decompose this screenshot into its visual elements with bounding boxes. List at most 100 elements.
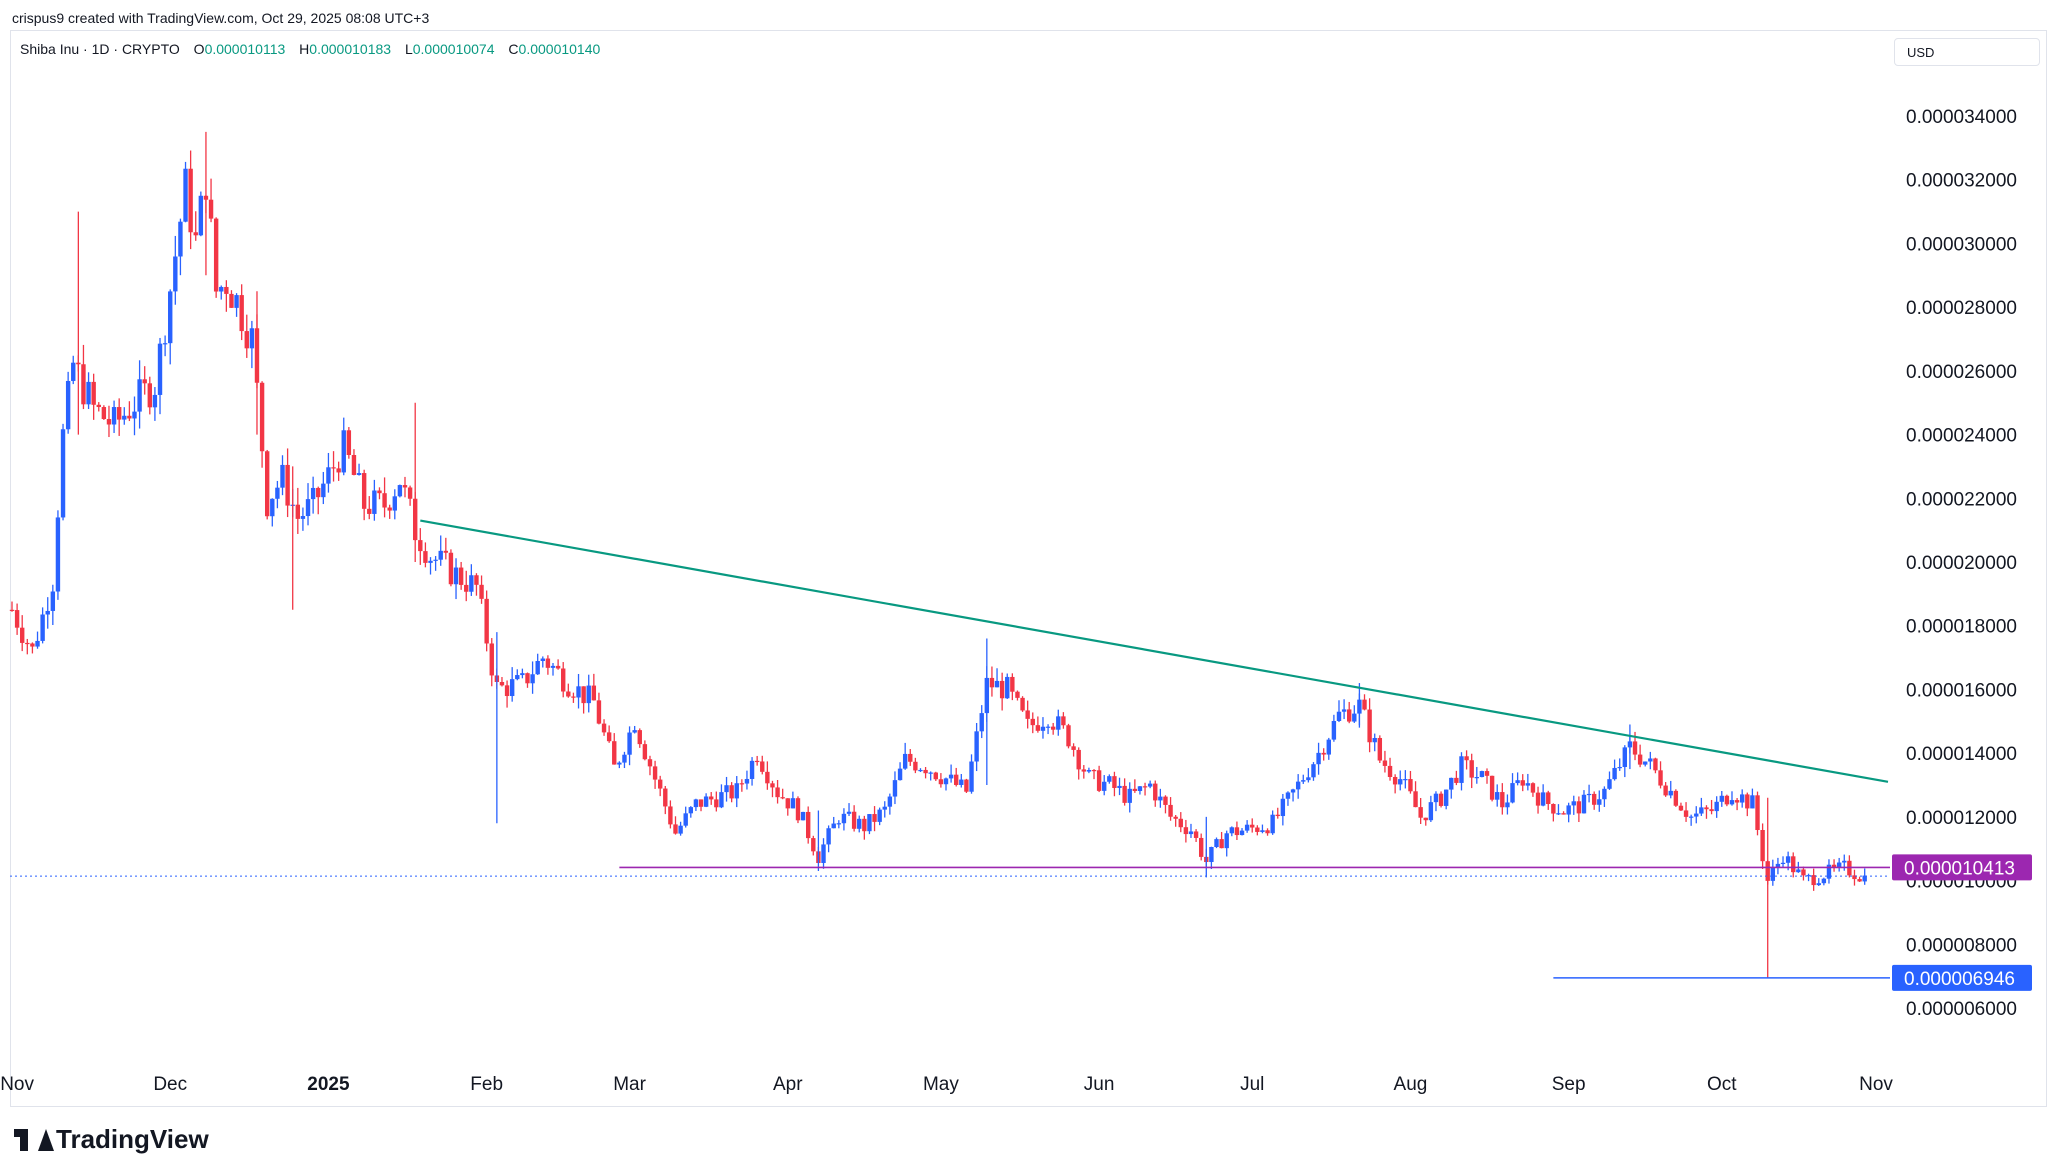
x-tick-label: Dec — [153, 1074, 187, 1095]
y-tick-label: 0.000014000 — [1906, 744, 2017, 765]
candle-body — [642, 744, 648, 760]
candle-body — [1459, 756, 1464, 783]
candle-body — [259, 382, 265, 452]
candle-body — [1091, 769, 1097, 772]
candle-body — [1326, 739, 1331, 755]
candle-body — [1801, 869, 1806, 876]
candle-body — [1709, 809, 1714, 812]
candle-body — [1050, 726, 1056, 730]
candle-body — [1331, 720, 1337, 740]
y-tick-label: 0.000024000 — [1906, 426, 2017, 447]
candle-body — [637, 730, 642, 745]
y-tick-label: 0.000020000 — [1906, 553, 2017, 574]
candle-body — [1484, 771, 1490, 776]
candle-body — [1076, 749, 1081, 770]
candle-body — [193, 232, 198, 236]
candle-body — [826, 828, 831, 845]
candle-body — [1643, 761, 1648, 765]
candle-body — [448, 552, 454, 585]
candle-body — [591, 685, 597, 701]
price-label-text: 0.000006946 — [1904, 969, 2015, 990]
candle-body — [458, 567, 464, 585]
candle-body — [1495, 792, 1500, 800]
price-label-badge — [1892, 964, 2032, 991]
candle-body — [1367, 709, 1372, 743]
x-tick-label: Mar — [613, 1074, 646, 1095]
descending-trendline[interactable] — [420, 519, 1889, 783]
candle-body — [1556, 813, 1561, 815]
candle-body — [1489, 775, 1495, 800]
symbol-label[interactable]: Shiba Inu · 1D · CRYPTO — [20, 41, 180, 57]
candle-body — [326, 467, 331, 484]
candle-body — [1525, 783, 1531, 786]
candle-body — [1464, 756, 1469, 761]
candle-body — [382, 493, 387, 508]
candle-body — [1540, 792, 1546, 806]
x-tick-label: Jun — [1084, 1074, 1115, 1095]
y-tick-label: 0.000022000 — [1906, 489, 2017, 510]
candle-body — [1530, 783, 1536, 793]
candle-body — [1454, 777, 1459, 783]
candle-body — [994, 680, 1000, 688]
candle-body — [173, 256, 178, 292]
candle-body — [959, 779, 964, 785]
candle-body — [1770, 867, 1776, 881]
candle-body — [836, 823, 842, 825]
candle-body — [928, 772, 933, 774]
candle-body — [525, 673, 530, 684]
candle-body — [1285, 792, 1291, 799]
candle-body — [1796, 869, 1801, 873]
candle-body — [1806, 875, 1811, 877]
candle-body — [1719, 795, 1724, 802]
currency-button[interactable]: USD — [1894, 38, 2040, 66]
candle-body — [1408, 779, 1413, 792]
candle-body — [1117, 785, 1122, 788]
candle-body — [948, 774, 954, 779]
candle-body — [407, 487, 413, 499]
candle-body — [775, 787, 780, 798]
candle-body — [239, 295, 244, 332]
candle-body — [1546, 792, 1551, 805]
brand-name: TradingView — [56, 1124, 209, 1154]
x-tick-label: 2025 — [307, 1074, 350, 1095]
candle-body — [1428, 802, 1434, 821]
candle-body — [1341, 709, 1347, 712]
candle-body — [1193, 831, 1199, 838]
candle-body — [1209, 847, 1214, 863]
candle-body — [152, 394, 158, 408]
candle-body — [1382, 760, 1388, 766]
candle-body — [1112, 776, 1117, 788]
close-value: 0.000010140 — [518, 41, 601, 57]
tradingview-brand[interactable]: TradingView — [14, 1124, 209, 1155]
candle-body — [714, 799, 719, 808]
candle-body — [367, 508, 372, 514]
candle-body — [841, 813, 847, 824]
price-label-badge — [1892, 854, 2032, 881]
candle-body — [392, 496, 397, 511]
candle-body — [1739, 794, 1745, 803]
candle-body — [1321, 752, 1326, 755]
candle-body — [372, 490, 377, 514]
candle-body — [673, 824, 678, 834]
candle-body — [1745, 794, 1750, 809]
candle-body — [892, 780, 898, 797]
candle-body — [1449, 777, 1454, 790]
candle-body — [1295, 781, 1301, 790]
candle-body — [316, 487, 321, 498]
candle-body — [627, 732, 632, 755]
candle-body — [1648, 758, 1653, 762]
candle-body — [1188, 831, 1194, 835]
candle-body — [509, 679, 515, 697]
candle-body — [1479, 771, 1485, 778]
y-tick-label: 0.000028000 — [1906, 298, 2017, 319]
candle-body — [433, 559, 438, 561]
candle-body — [249, 328, 255, 349]
candle-body — [979, 713, 984, 732]
candle-body — [1280, 798, 1286, 817]
candle-body — [418, 540, 423, 552]
candle-body — [933, 772, 938, 780]
candle-body — [1372, 737, 1377, 743]
candle-body — [1760, 830, 1765, 862]
candle-body — [157, 343, 163, 395]
